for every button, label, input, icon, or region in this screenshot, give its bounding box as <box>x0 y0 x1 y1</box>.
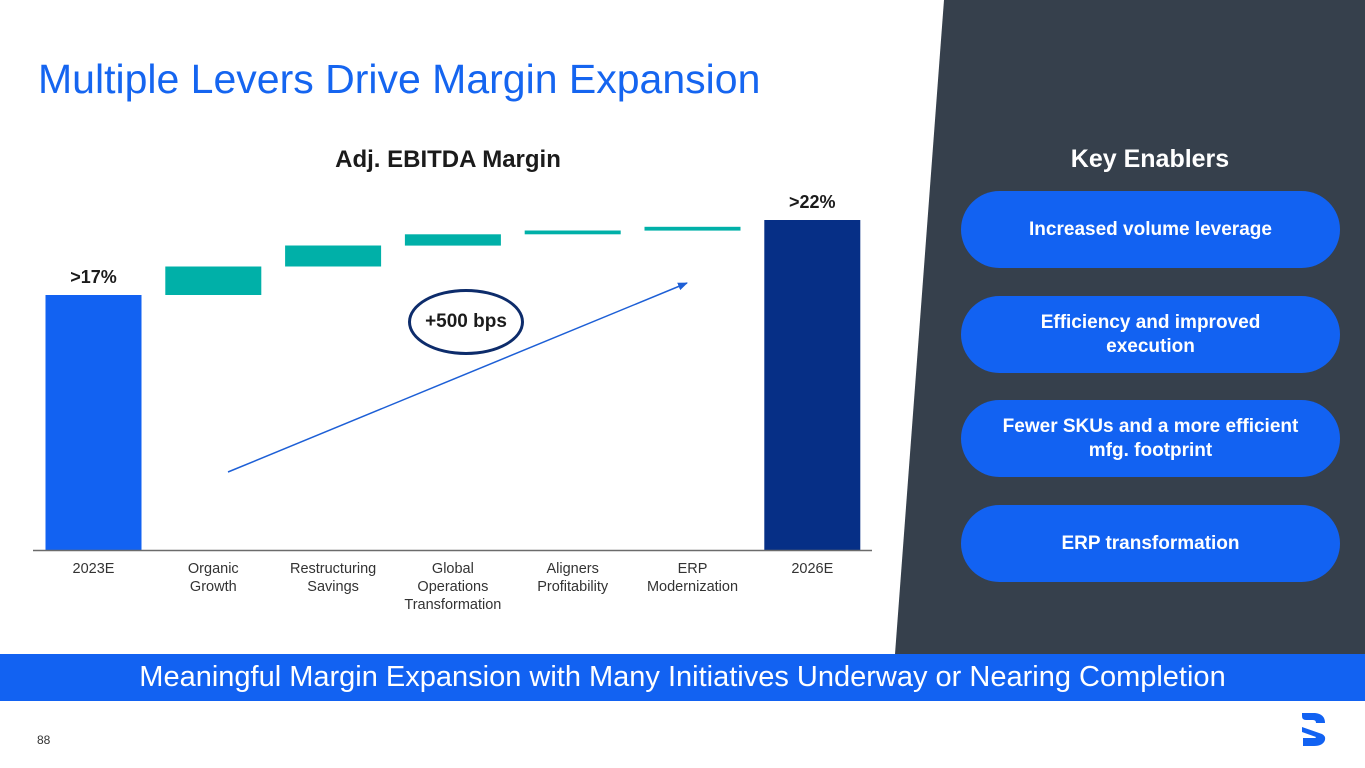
increase-bar-2 <box>285 245 382 267</box>
category-label-1: Organic Growth <box>187 561 239 595</box>
category-label-2: Restructuring Savings <box>289 561 377 595</box>
enabler-pill-erp: ERP transformation <box>961 505 1340 582</box>
category-label-5: ERP Modernization <box>646 561 739 595</box>
increase-bar-1 <box>165 266 262 295</box>
total-bar-6 <box>764 220 861 550</box>
company-logo-icon <box>1302 713 1326 746</box>
bar-value-label-0: >17% <box>70 267 117 287</box>
slide-title: Multiple Levers Drive Margin Expansion <box>38 56 761 102</box>
enablers-title: Key Enablers <box>1070 145 1230 173</box>
category-label-6: 2026E <box>791 561 834 577</box>
category-label-3: Global Operations Transformation <box>404 561 502 613</box>
enabler-pill-skus-footprint: Fewer SKUs and a more efficient mfg. foo… <box>961 400 1340 477</box>
bottom-banner: Meaningful Margin Expansion with Many In… <box>0 654 1365 701</box>
trend-arrow <box>227 282 688 473</box>
page-number: 88 <box>37 733 51 747</box>
total-bar-0 <box>45 295 142 550</box>
category-label-0: 2023E <box>72 561 115 577</box>
increase-bar-3 <box>404 234 501 246</box>
waterfall-chart <box>33 220 872 552</box>
enabler-pill-volume-leverage: Increased volume leverage <box>961 191 1340 268</box>
increase-bar-5 <box>644 226 741 231</box>
category-label-4: Aligners Profitability <box>537 561 609 595</box>
chart-title: Adj. EBITDA Margin <box>335 146 561 173</box>
bar-value-label-6: >22% <box>789 192 836 212</box>
increase-bar-4 <box>524 230 621 235</box>
bps-annotation-badge: +500 bps <box>408 289 524 355</box>
enabler-pill-efficiency: Efficiency and improved execution <box>961 296 1340 373</box>
